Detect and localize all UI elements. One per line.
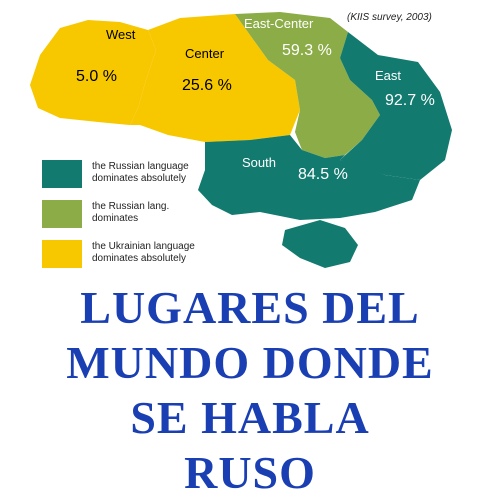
legend-line: dominates absolutely xyxy=(92,173,186,184)
region-center-value: 25.6 % xyxy=(182,77,232,94)
legend-text: the Russian language dominates absolutel… xyxy=(92,161,242,185)
region-south-label: South xyxy=(242,155,276,170)
title-line: LUGARES DEL xyxy=(80,282,420,333)
legend-line: the Ukrainian language xyxy=(92,241,195,252)
region-west-label: West xyxy=(106,27,136,42)
region-south-value: 84.5 % xyxy=(298,166,348,183)
legend-line: dominates xyxy=(92,213,139,224)
legend-swatch xyxy=(42,240,82,268)
region-west-shape xyxy=(30,20,156,125)
legend-text: the Russian lang. dominates xyxy=(92,201,242,225)
region-center-shape xyxy=(130,14,300,142)
region-west-value: 5.0 % xyxy=(76,68,117,85)
source-note: (KIIS survey, 2003) xyxy=(347,12,432,23)
region-east-shape xyxy=(340,32,452,180)
title-line: RUSO xyxy=(184,447,316,498)
legend-line: the Russian language xyxy=(92,161,189,172)
legend-swatch xyxy=(42,200,82,228)
page-title: LUGARES DEL MUNDO DONDE SE HABLA RUSO xyxy=(0,280,500,500)
title-line: MUNDO DONDE xyxy=(66,337,434,388)
title-line: SE HABLA xyxy=(130,392,370,443)
legend-item-russian-absolute: the Russian language dominates absolutel… xyxy=(42,160,242,188)
region-south-shape xyxy=(198,135,420,220)
region-east-label: East xyxy=(375,68,402,83)
region-center-label: Center xyxy=(185,46,225,61)
legend-line: dominates absolutely xyxy=(92,253,186,264)
region-crimea-shape xyxy=(282,220,358,268)
region-east-center-shape xyxy=(235,12,380,158)
region-east-center-value: 59.3 % xyxy=(282,42,332,59)
legend-item-ukrainian-absolute: the Ukrainian language dominates absolut… xyxy=(42,240,242,268)
legend-item-russian: the Russian lang. dominates xyxy=(42,200,242,228)
legend-text: the Ukrainian language dominates absolut… xyxy=(92,241,242,265)
region-east-value: 92.7 % xyxy=(385,92,435,109)
legend-line: the Russian lang. xyxy=(92,201,170,212)
ukraine-language-map xyxy=(30,12,452,268)
legend-swatch xyxy=(42,160,82,188)
region-east-center-label: East-Center xyxy=(244,16,314,31)
